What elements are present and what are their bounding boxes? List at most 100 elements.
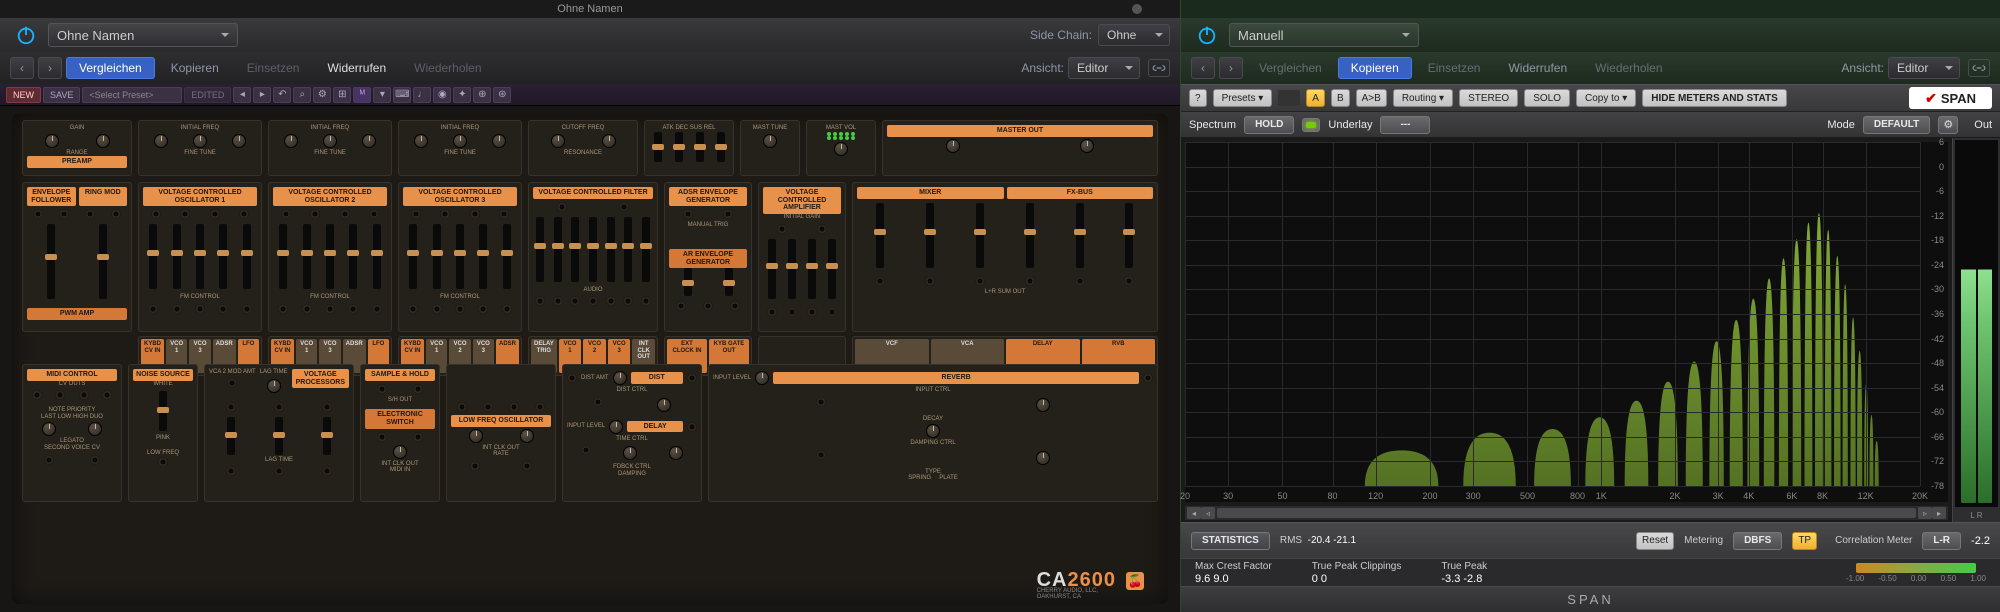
redo-button[interactable]: Wiederholen (1583, 57, 1674, 79)
mode-dropdown[interactable]: DEFAULT (1863, 116, 1930, 134)
paste-button[interactable]: Einsetzen (1416, 57, 1493, 79)
masterout-top: MASTER OUT (882, 120, 1158, 176)
next-button[interactable]: › (38, 57, 62, 79)
tb-midi-icon[interactable]: ᴹ (353, 87, 371, 103)
tb-color-icon[interactable]: ◉ (433, 87, 451, 103)
compare-button[interactable]: Vergleichen (66, 57, 155, 79)
undo-button[interactable]: Widerrufen (315, 57, 398, 79)
tb-zoom-icon[interactable]: ⊞ (333, 87, 351, 103)
gear-icon[interactable]: ⚙ (1938, 116, 1958, 134)
header-row-2: ‹ › Vergleichen Kopieren Einsetzen Wider… (0, 52, 1180, 84)
presets-button[interactable]: Presets ▾ (1213, 89, 1273, 107)
a-button[interactable]: A (1306, 89, 1325, 107)
b-button[interactable]: B (1331, 89, 1350, 107)
header-row-2: ‹ › Vergleichen Kopieren Einsetzen Wider… (1181, 52, 2000, 84)
scroll-left-icon[interactable]: ◂ (1187, 507, 1201, 519)
redo-button[interactable]: Wiederholen (402, 57, 493, 79)
zoom-in-icon[interactable]: ▹ (1918, 507, 1932, 519)
tb-qwerty-icon[interactable]: ⌨ (393, 87, 411, 103)
tb-search-icon[interactable]: ⌕ (293, 87, 311, 103)
view-dropdown[interactable]: Editor (1068, 57, 1140, 79)
sidechain-dropdown[interactable]: Ohne (1098, 24, 1170, 46)
knob-range[interactable] (96, 134, 110, 148)
vco3: VOLTAGE CONTROLLED OSCILLATOR 3 FM CONTR… (398, 182, 522, 332)
tb-fx-icon[interactable]: ✦ (453, 87, 471, 103)
solo-button[interactable]: SOLO (1524, 89, 1570, 107)
underlay-dropdown[interactable]: --- (1380, 116, 1430, 134)
scroll-thumb[interactable] (1217, 508, 1916, 518)
plugin-window-ca2600: Ohne Namen Ohne Namen Side Chain: Ohne ‹… (0, 0, 1180, 612)
routing-button[interactable]: Routing ▾ (1393, 89, 1453, 107)
plugin-logo: CA2600 CHERRY AUDIO, LLC, OAKHURST, CA 🍒 (1037, 569, 1144, 592)
hold-button[interactable]: HOLD (1244, 116, 1294, 134)
knob-gain[interactable] (45, 134, 59, 148)
link-icon[interactable] (1968, 59, 1990, 77)
power-button[interactable] (10, 19, 42, 51)
titlebar: Ohne Namen (0, 0, 1180, 18)
mastervol-top: MAST VOL (806, 120, 876, 176)
synth-row-waves: KYBD CV IN VCO 1 VCO 3 ADSR LFO KYBD CV … (22, 336, 1158, 360)
help-button[interactable]: ? (1189, 89, 1207, 107)
correlation-meter (1856, 563, 1976, 573)
synth-row-bottom: MIDI CONTROL CV OUTS NOTE PRIORITY LAST … (22, 364, 1158, 502)
copyto-button[interactable]: Copy to ▾ (1576, 89, 1636, 107)
stereo-button[interactable]: STEREO (1459, 89, 1518, 107)
out-label: Out (1974, 119, 1992, 131)
preset-field[interactable]: <Select Preset> (82, 87, 182, 103)
edited-badge: EDITED (184, 87, 231, 103)
new-button[interactable]: NEW (6, 87, 41, 103)
spectrum-display[interactable]: 60-6-12-18-24-30-36-42-48-54-60-66-72-78… (1185, 142, 1948, 502)
view-label: Ansicht: (1841, 61, 1884, 75)
dbfs-button[interactable]: DBFS (1733, 532, 1782, 550)
stats-bar: Statistics RMS -20.4 -21.1 Reset Meterin… (1181, 522, 2000, 558)
traffic-dot[interactable] (1132, 4, 1142, 14)
scroll-right-icon[interactable]: ▸ (1932, 507, 1946, 519)
preset-prev[interactable] (1278, 90, 1300, 106)
paste-button[interactable]: Einsetzen (235, 57, 312, 79)
titlebar (1181, 0, 2000, 18)
ab-button[interactable]: A>B (1356, 89, 1387, 107)
link-icon[interactable] (1148, 59, 1170, 77)
tb-tempo-icon[interactable]: ♩ (413, 87, 431, 103)
reset-button[interactable]: Reset (1636, 532, 1674, 550)
compare-button[interactable]: Vergleichen (1247, 57, 1334, 79)
undo-button[interactable]: Widerrufen (1496, 57, 1579, 79)
preset-selector[interactable]: Ohne Namen (48, 23, 238, 47)
zoom-out-icon[interactable]: ◃ (1201, 507, 1215, 519)
tb-next-icon[interactable]: ▸ (253, 87, 271, 103)
tb-undo-icon[interactable]: ↶ (273, 87, 291, 103)
mode-label: Mode (1827, 119, 1855, 131)
tb-prev-icon[interactable]: ◂ (233, 87, 251, 103)
chevron-right-icon: › (48, 61, 52, 75)
statistics-button[interactable]: Statistics (1191, 532, 1270, 550)
view-dropdown[interactable]: Editor (1888, 57, 1960, 79)
next-button[interactable]: › (1219, 57, 1243, 79)
tb-gear-icon[interactable]: ⚙ (313, 87, 331, 103)
synth-row-top: GAIN RANGE PREAMP INITIAL FREQ FINE TUNE… (22, 120, 1158, 176)
copy-button[interactable]: Kopieren (159, 57, 231, 79)
spectrum-scrollbar[interactable]: ◂ ◃ ▹ ▸ (1185, 506, 1948, 520)
adsr-top: ATK DEC SUS REL (644, 120, 734, 176)
copy-button[interactable]: Kopieren (1338, 57, 1412, 79)
meter-lr-label: L R (1953, 509, 2000, 522)
save-button[interactable]: SAVE (43, 87, 80, 103)
preamp-section: GAIN RANGE PREAMP (22, 120, 132, 176)
lr-dropdown[interactable]: L-R (1922, 532, 1961, 550)
underlay-label: Underlay (1328, 119, 1372, 131)
tp-button[interactable]: TP (1792, 532, 1817, 550)
tb-help-icon[interactable]: ⊕ (473, 87, 491, 103)
midi-control: MIDI CONTROL CV OUTS NOTE PRIORITY LAST … (22, 364, 122, 502)
vca: VOLTAGE CONTROLLED AMPLIFIER INITIAL GAI… (758, 182, 846, 332)
meter-bars (1955, 140, 1998, 507)
power-button[interactable] (1191, 19, 1223, 51)
tb-cherry-icon[interactable]: ⊛ (493, 87, 511, 103)
prev-button[interactable]: ‹ (1191, 57, 1215, 79)
tb-mpe-icon[interactable]: ▾ (373, 87, 391, 103)
hide-meters-button[interactable]: HIDE METERS AND STATS (1642, 89, 1786, 107)
plugin-toolbar: NEW SAVE <Select Preset> EDITED ◂ ▸ ↶ ⌕ … (0, 84, 1180, 106)
prev-button[interactable]: ‹ (10, 57, 34, 79)
chevron-left-icon: ‹ (20, 61, 24, 75)
preset-selector[interactable]: Manuell (1229, 23, 1419, 47)
output-meter: L R (1952, 138, 2000, 522)
adsr-eg: ADSR ENVELOPE GENERATOR MANUAL TRIG AR E… (664, 182, 752, 332)
